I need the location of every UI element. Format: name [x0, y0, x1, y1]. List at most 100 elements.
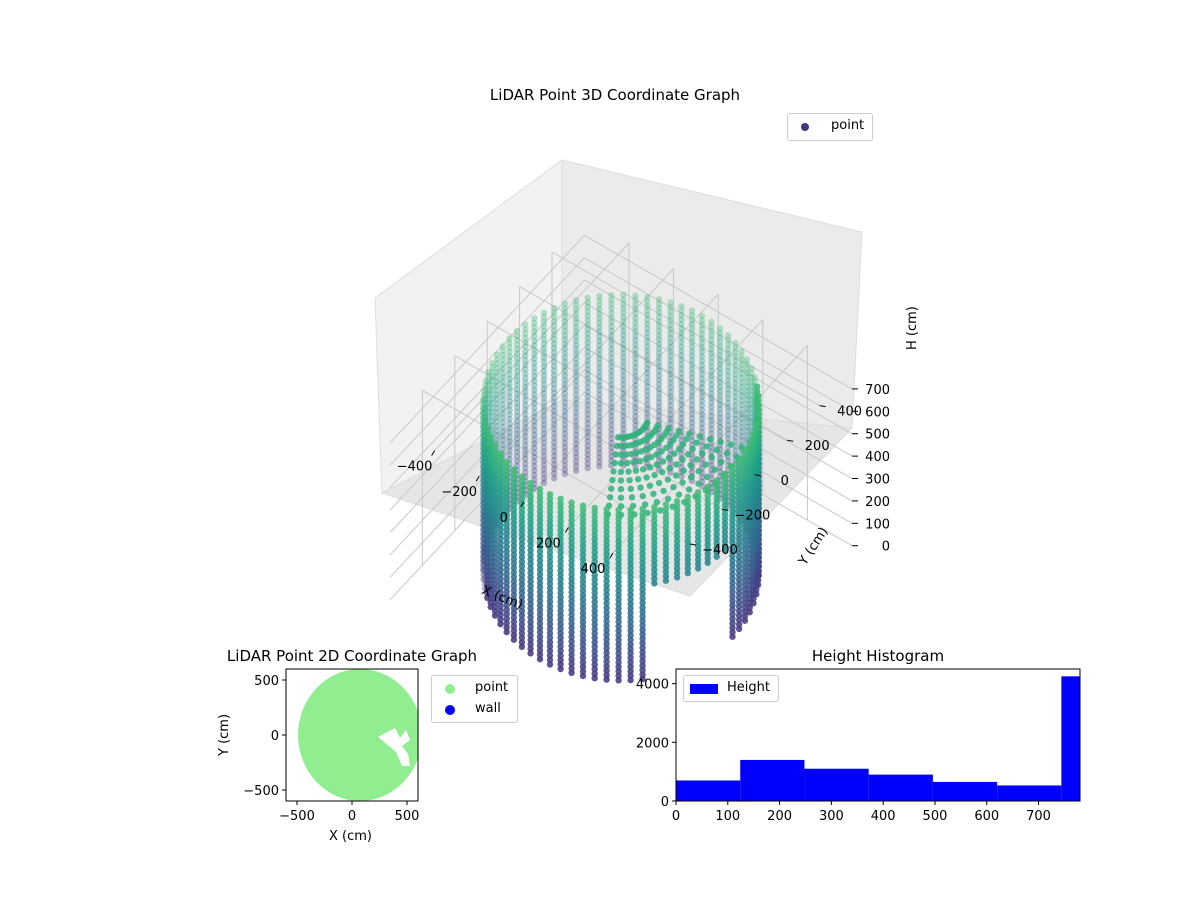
data-point: [735, 616, 743, 624]
data-point: [557, 630, 564, 637]
data-point: [484, 428, 491, 436]
data-point: [540, 430, 548, 437]
data-point: [561, 345, 569, 352]
data-point: [536, 503, 544, 511]
data-point: [620, 336, 627, 343]
data-point: [510, 484, 518, 491]
data-point: [716, 343, 724, 350]
data-point: [527, 556, 534, 563]
data-point: [568, 557, 575, 564]
data-point: [546, 500, 554, 507]
data-point: [536, 656, 544, 663]
data-point: [632, 350, 639, 357]
data-point: [491, 491, 499, 498]
data-point: [497, 616, 504, 623]
data-point: [673, 533, 681, 541]
data-point: [551, 443, 558, 450]
data-point: [615, 609, 622, 617]
data-point: [746, 438, 753, 446]
data-point: [698, 348, 706, 355]
grid-line: [486, 320, 756, 476]
data-point: [667, 420, 674, 427]
data-point: [620, 358, 627, 366]
data-point: [572, 319, 580, 326]
data-point: [536, 593, 544, 600]
data-point: [716, 396, 724, 404]
data-point: [647, 464, 654, 471]
data-point: [497, 522, 504, 529]
data-point: [551, 452, 558, 459]
data-point: [540, 412, 548, 419]
data-point: [735, 558, 743, 565]
data-point: [727, 441, 735, 448]
data-point: [735, 477, 743, 485]
data-point: [579, 610, 587, 617]
data-point: [746, 474, 753, 481]
data-point: [584, 415, 591, 422]
data-point: [489, 413, 496, 420]
data-point: [615, 600, 622, 608]
y-tick-label: 400: [837, 405, 862, 420]
data-point: [579, 569, 587, 577]
data-point: [688, 365, 696, 373]
data-point: [480, 409, 487, 417]
data-point: [527, 627, 534, 635]
data-point: [748, 374, 755, 381]
data-point: [673, 556, 681, 563]
data-point: [491, 504, 499, 512]
data-point: [557, 594, 564, 601]
data-point: [546, 562, 554, 570]
data-point: [518, 527, 526, 534]
data-point: [591, 639, 598, 646]
data-point: [522, 437, 529, 445]
data-point: [655, 376, 663, 384]
data-point: [635, 476, 642, 483]
data-point: [716, 347, 724, 354]
data-point: [540, 479, 548, 487]
data-point: [485, 404, 492, 411]
data-point: [673, 574, 681, 581]
data-point: [708, 332, 715, 339]
data-point: [510, 555, 518, 563]
data-point: [746, 564, 753, 571]
data-point: [755, 402, 762, 409]
data-point: [518, 639, 526, 646]
data-point: [678, 352, 685, 359]
data-point: [482, 391, 489, 398]
data-point: [513, 390, 521, 398]
data-point: [735, 612, 743, 619]
data-point: [536, 642, 544, 649]
data-point: [584, 343, 591, 351]
data-point: [480, 414, 487, 421]
data-point: [561, 439, 569, 446]
data-point: [522, 366, 529, 373]
data-point: [724, 341, 732, 348]
data-point: [527, 547, 534, 554]
data-point: [527, 650, 534, 657]
data-point: [615, 663, 622, 670]
data-point: [603, 600, 610, 607]
data-point: [572, 386, 580, 394]
data-point: [493, 431, 501, 439]
data-point: [513, 354, 521, 362]
data-point: [503, 597, 510, 604]
data-point: [667, 330, 674, 337]
data-point: [743, 383, 751, 390]
data-point: [746, 519, 753, 526]
data-point: [491, 594, 499, 601]
data-point: [678, 307, 685, 314]
data-point: [662, 550, 670, 557]
data-point: [688, 379, 696, 386]
data-point: [746, 532, 753, 540]
data-point: [546, 634, 554, 641]
data-point: [617, 477, 625, 484]
legend-2d-wall-label: wall: [475, 701, 501, 716]
data-point: [678, 311, 685, 319]
data-point: [561, 376, 569, 384]
x-tick-label-hist: 100: [715, 809, 740, 824]
data-point: [480, 400, 487, 408]
data-point: [694, 533, 702, 541]
data-point: [579, 654, 587, 662]
data-point: [596, 306, 603, 313]
data-point: [655, 327, 663, 334]
